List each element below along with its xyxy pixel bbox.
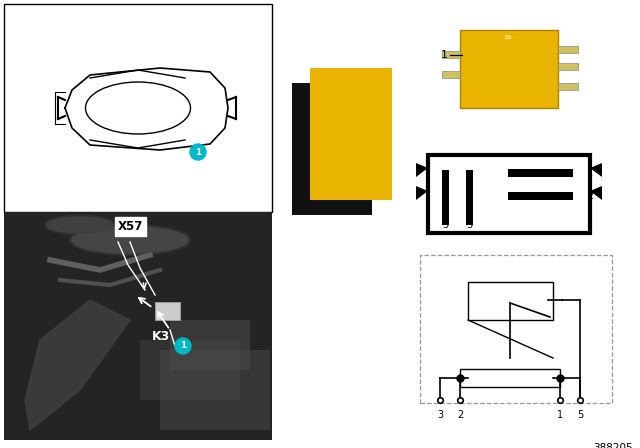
- Ellipse shape: [70, 225, 190, 255]
- Text: 2: 2: [587, 191, 593, 201]
- Text: EB-: EB-: [504, 35, 513, 40]
- Polygon shape: [416, 163, 428, 177]
- Polygon shape: [416, 186, 428, 200]
- Polygon shape: [590, 186, 602, 200]
- Text: 1: 1: [195, 147, 201, 156]
- Text: 1: 1: [587, 168, 593, 178]
- Bar: [4, 212, 272, 440]
- Bar: [466, 170, 473, 225]
- Bar: [310, 68, 392, 200]
- Text: 3: 3: [437, 410, 443, 420]
- Polygon shape: [590, 163, 602, 177]
- Text: 1: 1: [441, 50, 448, 60]
- Text: 3: 3: [442, 220, 448, 230]
- Bar: [508, 169, 573, 177]
- Bar: [508, 192, 573, 200]
- Bar: [428, 155, 590, 233]
- Text: 1: 1: [557, 410, 563, 420]
- Bar: [155, 302, 180, 320]
- Bar: [558, 83, 578, 90]
- Ellipse shape: [47, 217, 113, 233]
- Bar: [442, 170, 449, 225]
- Bar: [292, 83, 372, 215]
- Bar: [468, 282, 553, 320]
- Ellipse shape: [45, 215, 115, 235]
- Circle shape: [175, 338, 191, 354]
- Text: 388205: 388205: [593, 443, 633, 448]
- Text: 5: 5: [466, 220, 472, 230]
- Bar: [160, 350, 270, 430]
- Polygon shape: [25, 300, 130, 430]
- Text: X57: X57: [118, 220, 143, 233]
- Bar: [460, 369, 560, 387]
- Bar: [4, 4, 272, 212]
- Ellipse shape: [72, 227, 188, 253]
- Bar: [558, 46, 578, 53]
- Bar: [170, 320, 250, 370]
- Bar: [558, 63, 578, 70]
- Bar: [4, 212, 272, 440]
- Bar: [420, 255, 612, 403]
- Circle shape: [190, 144, 206, 160]
- Text: 5: 5: [577, 410, 583, 420]
- Bar: [460, 30, 558, 108]
- Bar: [140, 340, 240, 400]
- Bar: [442, 71, 460, 78]
- Text: 1: 1: [180, 341, 186, 350]
- Text: K3: K3: [152, 330, 170, 343]
- Bar: [442, 51, 460, 58]
- Text: 2: 2: [457, 410, 463, 420]
